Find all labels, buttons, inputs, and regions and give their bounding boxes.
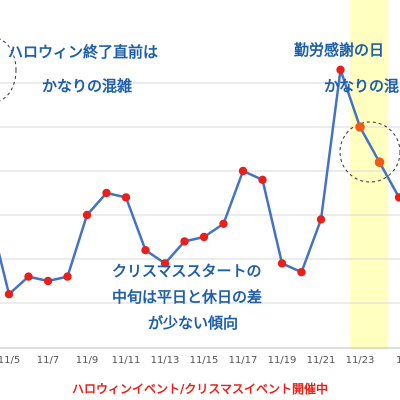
x-tick-label: 11/9 [76,355,98,366]
data-point-11-16 [219,219,228,228]
x-tick-label: 11/21 [307,355,336,366]
data-point-11-23 [355,122,365,132]
event-footer-text: ハロウィンイベント/クリスマスイベント開催中 [71,382,329,396]
data-point-11-17 [238,166,248,176]
data-point-11-7 [43,276,53,286]
data-point-11-9 [82,210,92,220]
annotation-christmas-line2: 中旬は平日と休日の差 [112,288,263,306]
data-point-11-13 [160,259,170,268]
annotation-labor-day: 勤労感謝の日 かなりの混 [294,40,399,96]
x-tick-label: 11/15 [190,355,219,366]
annotation-christmas-line3: が少ない傾向 [148,314,239,332]
data-point-11-12 [141,246,150,255]
annotation-halloween-line2: かなりの混雑 [42,77,133,95]
x-tick-label: 11/13 [151,355,180,366]
x-tick-label-partial: 1 [396,355,400,366]
x-axis-ticks: 11/5 11/7 11/9 11/11 11/13 11/15 11/17 11/19 11/… [0,355,400,366]
x-tick-label: 11/5 [0,355,20,366]
data-point-11-15 [199,232,209,242]
annotation-christmas-line1: クリスマススタートの [112,262,262,280]
data-point-11-18 [258,175,267,184]
data-point-11-19 [277,259,287,268]
series-line [0,68,400,296]
annotation-halloween: ハロウィン終了直前は かなりの混雑 [8,42,158,96]
data-point-11-21 [316,215,326,224]
data-point-11-14 [180,237,189,246]
data-point-11-5 [4,290,14,299]
data-point-11-22 [336,65,345,75]
annotation-labor-day-line2: かなりの混 [324,77,400,95]
annotation-christmas: クリスマススタートの 中旬は平日と休日の差 が少ない傾向 [112,262,262,340]
data-point-11-11 [121,193,131,202]
x-tick-label: 11/17 [229,355,258,366]
highlight-band [350,0,389,350]
data-points [4,65,400,299]
data-point-11-25 [394,193,400,202]
highlight-circle-halloween [0,38,17,102]
data-point-11-24 [374,157,385,167]
data-point-11-20 [297,268,306,277]
annotation-labor-day-line1: 勤労感謝の日 [294,41,385,59]
x-tick-label: 11/11 [112,355,141,366]
annotation-halloween-line1: ハロウィン終了直前は [8,43,159,61]
x-tick-label: 11/19 [268,355,297,366]
x-tick-label: 11/7 [37,355,59,366]
data-point-11-10 [102,188,111,198]
data-point-11-6 [24,272,33,281]
data-point-11-8 [63,272,72,281]
x-tick-label: 11/23 [346,355,375,366]
gridlines [0,82,400,349]
